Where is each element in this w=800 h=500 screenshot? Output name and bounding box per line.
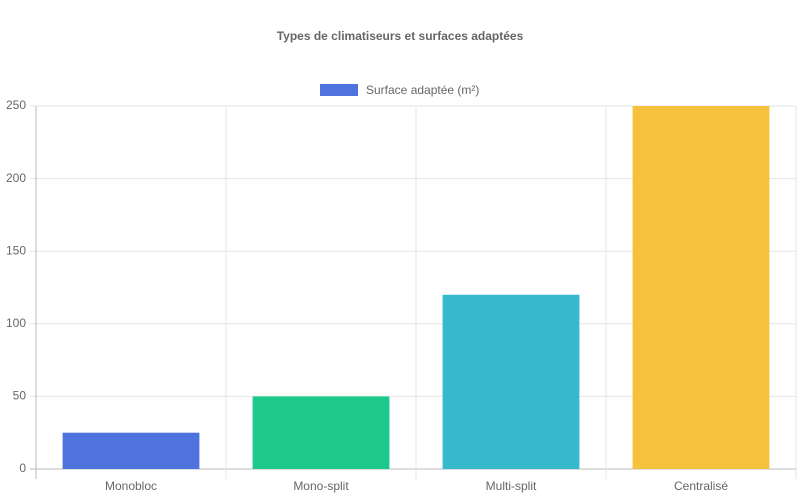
bar: [252, 396, 390, 469]
legend-label: Surface adaptée (m²): [366, 83, 479, 97]
x-tick-label: Centralisé: [674, 479, 728, 493]
y-tick-label: 50: [13, 389, 27, 403]
bar: [632, 106, 770, 469]
y-tick-label: 200: [6, 171, 26, 185]
y-tick-label: 0: [19, 461, 26, 475]
y-tick-label: 100: [6, 316, 26, 330]
x-tick-label: Monobloc: [105, 479, 157, 493]
chart-title: Types de climatiseurs et surfaces adapté…: [277, 29, 524, 43]
bar: [442, 294, 580, 469]
y-tick-label: 150: [6, 243, 26, 257]
y-tick-label: 250: [6, 98, 26, 112]
x-tick-label: Mono-split: [293, 479, 349, 493]
legend-swatch: [320, 84, 358, 96]
x-tick-label: Multi-split: [486, 479, 537, 493]
bar: [62, 432, 200, 469]
